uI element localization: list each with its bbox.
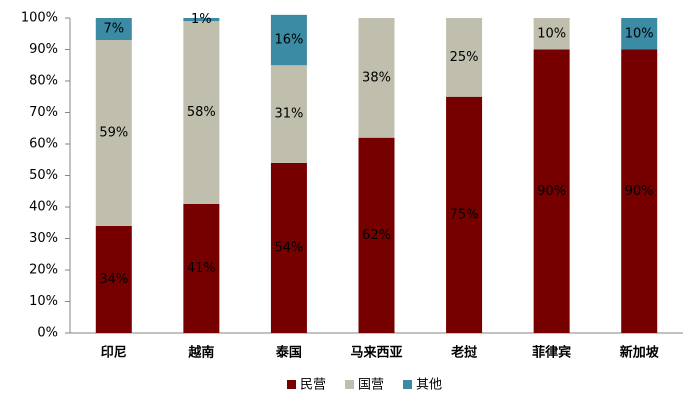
data-label: 54%	[274, 240, 303, 255]
data-label: 38%	[362, 70, 391, 85]
x-tick-label: 老挝	[450, 345, 478, 361]
data-label: 75%	[450, 207, 479, 222]
data-label: 25%	[450, 50, 479, 65]
y-tick-label: 50%	[29, 168, 58, 183]
x-tick-label: 马来西亚	[350, 345, 402, 361]
y-tick-label: 30%	[29, 231, 58, 246]
bar-segment	[446, 96, 483, 333]
y-tick-label: 40%	[29, 200, 58, 215]
bar-segment	[183, 21, 220, 204]
y-tick-label: 90%	[29, 42, 58, 57]
data-label: 58%	[187, 105, 216, 120]
y-tick-label: 0%	[37, 326, 58, 341]
data-label: 41%	[187, 261, 216, 276]
bar-segment	[183, 18, 220, 22]
data-label: 16%	[274, 33, 303, 48]
y-tick-label: 10%	[29, 294, 58, 309]
data-label: 62%	[362, 228, 391, 243]
bar-segment	[270, 162, 307, 333]
legend-label: 民营	[300, 378, 326, 393]
legend-swatch	[403, 380, 412, 389]
bar-segment	[533, 49, 570, 333]
data-label: 59%	[99, 125, 128, 140]
x-tick-label: 越南	[187, 345, 214, 361]
y-tick-label: 60%	[29, 137, 58, 152]
x-tick-label: 泰国	[275, 345, 302, 361]
bar-segment	[621, 49, 658, 333]
x-tick-label: 菲律宾	[532, 345, 571, 361]
y-tick-label: 20%	[29, 263, 58, 278]
bar-segment	[183, 203, 220, 333]
legend-label: 国营	[358, 378, 384, 393]
x-tick-label: 印尼	[101, 346, 127, 361]
x-tick-label: 新加坡	[620, 345, 660, 361]
legend-swatch	[287, 380, 296, 389]
data-label: 31%	[274, 107, 303, 122]
data-label: 34%	[99, 272, 128, 287]
bar-segment	[358, 18, 395, 138]
bar-segment	[358, 137, 395, 333]
bar-segment	[270, 14, 307, 66]
bar-segment	[95, 40, 132, 226]
data-label: 90%	[537, 184, 566, 199]
bar-segment	[95, 225, 132, 333]
legend-label: 其他	[416, 378, 442, 393]
legend-swatch	[345, 380, 354, 389]
data-label: 1%	[191, 12, 212, 27]
bar-segment	[446, 18, 483, 97]
y-tick-label: 80%	[29, 74, 58, 89]
data-label: 7%	[103, 22, 124, 37]
data-label: 10%	[537, 26, 566, 41]
bar-segment	[270, 65, 307, 163]
y-tick-label: 70%	[29, 105, 58, 120]
data-label: 10%	[625, 26, 654, 41]
bar-segment	[95, 18, 132, 41]
bar-segment	[621, 18, 658, 50]
data-label: 90%	[625, 184, 654, 199]
bar-segment	[533, 18, 570, 50]
y-tick-label: 100%	[21, 11, 58, 26]
